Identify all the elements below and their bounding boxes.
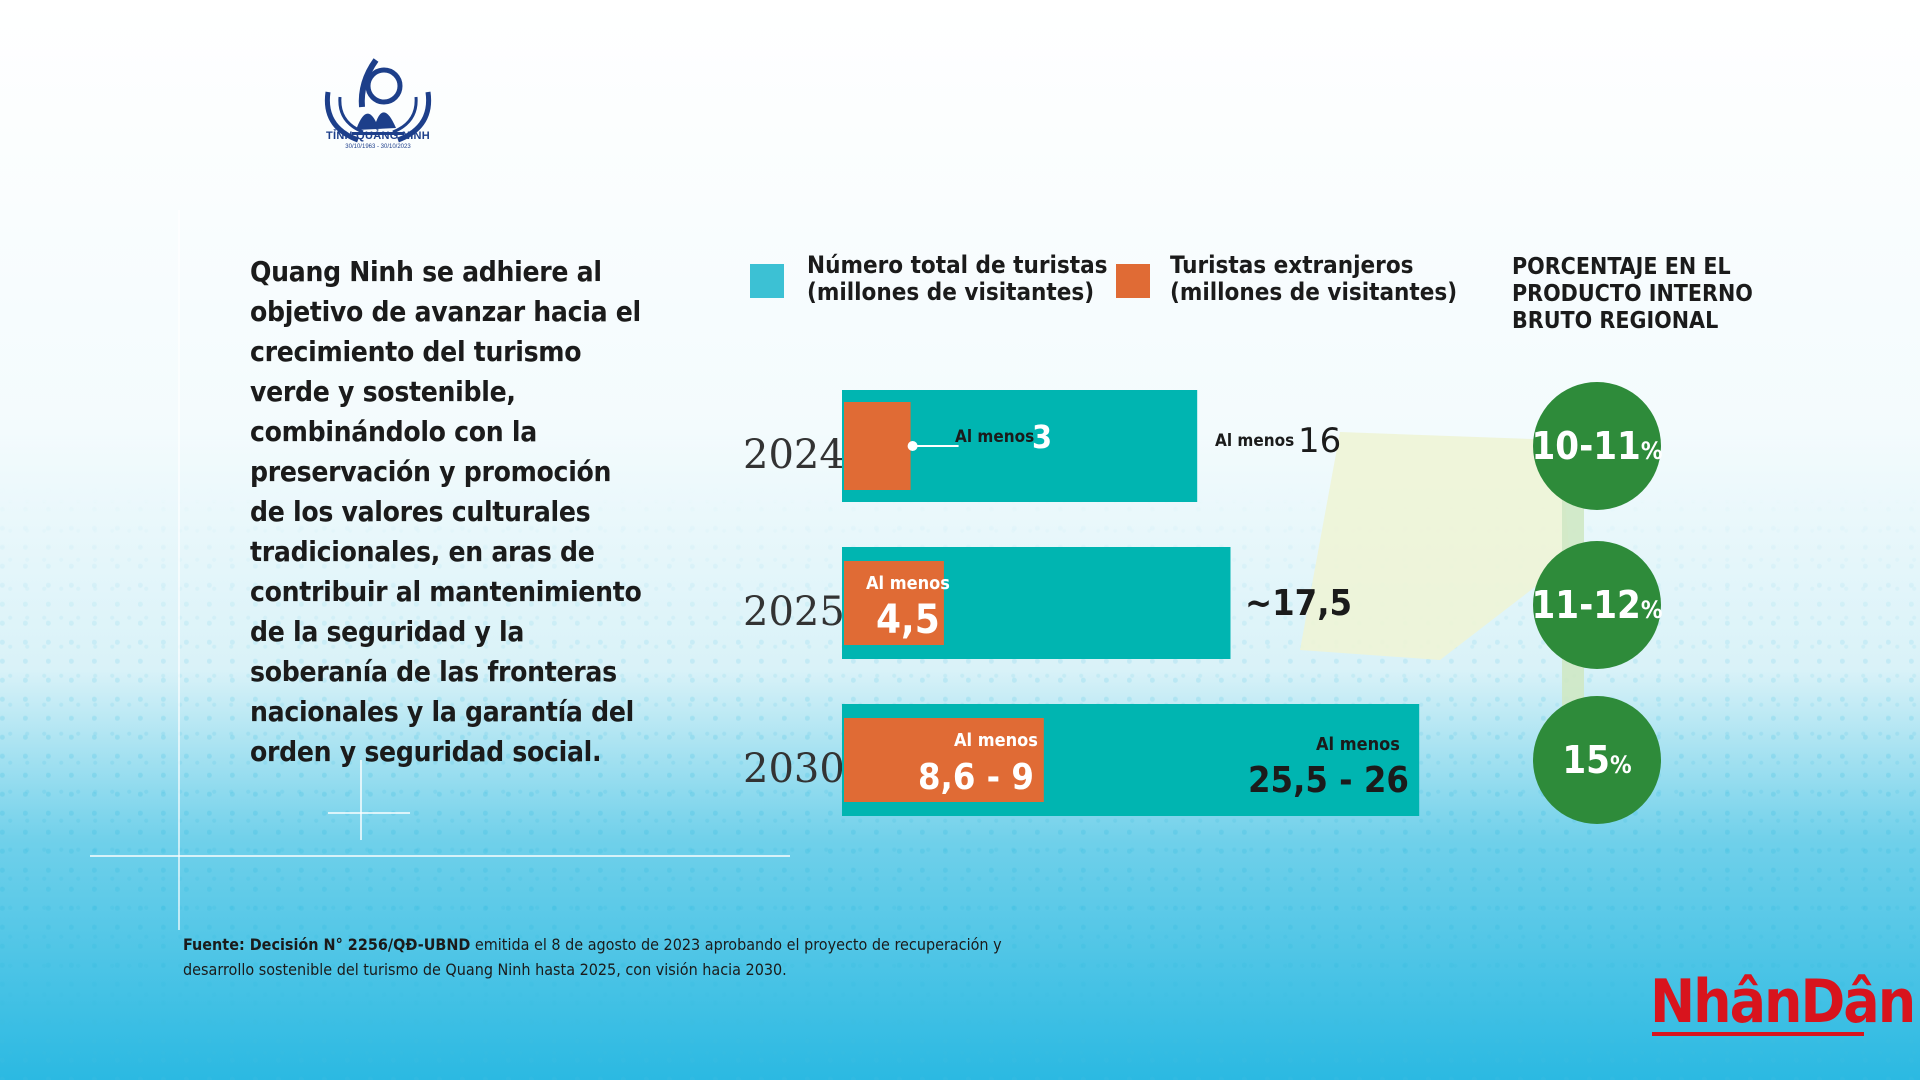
gdp-share-range: 11-12	[1532, 583, 1641, 627]
gdp-share-unit: %	[1641, 437, 1663, 465]
foreign-bar	[844, 718, 1044, 802]
intro-line: preservación y promoción	[250, 455, 612, 488]
gdp-share-title: PORCENTAJE EN EL PRODUCTO INTERNO BRUTO …	[1512, 254, 1753, 334]
gdp-share-value: 15%	[1562, 738, 1631, 782]
year-label: 2025	[743, 589, 845, 635]
source-line2: desarrollo sostenible del turismo de Qua…	[183, 960, 787, 979]
decorative-line	[90, 855, 790, 857]
gdp-share-value: 10-11%	[1532, 424, 1663, 468]
total-label-prefix: Al menos	[1316, 734, 1400, 755]
foreign-label-value: 4,5	[876, 597, 940, 643]
intro-line: nacionales y la garantía del	[250, 695, 634, 728]
legend-label-total: Número total de turistas (millones de vi…	[807, 251, 1108, 306]
gdp-share-value: 11-12%	[1532, 583, 1663, 627]
quang-ninh-60-years-logo	[324, 58, 432, 143]
source-note: Fuente: Decisión N° 2256/QĐ-UBND emitida…	[183, 932, 1083, 982]
intro-line: orden y seguridad social.	[250, 735, 602, 768]
legend-label-foreign: Turistas extranjeros (millones de visita…	[1170, 251, 1458, 306]
gdp-share-range: 15	[1562, 738, 1610, 782]
intro-line: soberanía de las fronteras	[250, 655, 617, 688]
gdp-share-range: 10-11	[1532, 424, 1641, 468]
total-label-value: ~17,5	[1245, 583, 1352, 624]
intro-line: verde y sostenible,	[250, 375, 516, 408]
year-label: 2030	[743, 746, 845, 792]
year-label: 2024	[743, 432, 845, 478]
decorative-line	[178, 210, 180, 930]
source-line1: emitida el 8 de agosto de 2023 aprobando…	[470, 935, 1002, 954]
intro-line: contribuir al mantenimiento	[250, 575, 642, 608]
total-label-prefix: Al menos	[1215, 431, 1294, 451]
gdp-share-unit: %	[1641, 596, 1663, 624]
gdp-share-circle	[1533, 382, 1661, 510]
intro-line: de la seguridad y la	[250, 615, 525, 648]
source-bold: Fuente: Decisión N° 2256/QĐ-UBND	[183, 935, 471, 954]
intro-paragraph: Quang Ninh se adhiere al objetivo de avan…	[250, 252, 642, 772]
gdp-arrow-band	[1300, 432, 1570, 660]
total-label-value: 25,5 - 26	[1248, 760, 1409, 801]
gdp-share-circle	[1533, 696, 1661, 824]
logo-caption: TỈNH QUẢNG NINH	[325, 130, 431, 142]
intro-line: Quang Ninh se adhiere al	[250, 255, 602, 288]
decorative-line	[360, 760, 362, 840]
foreign-label-value: 3	[1032, 418, 1052, 456]
gdp-share-unit: %	[1610, 751, 1632, 779]
decorative-line	[328, 812, 410, 814]
logo-dates: 30/10/1963 - 30/10/2023	[345, 144, 411, 150]
foreign-label-prefix: Al menos	[955, 427, 1034, 447]
legend-swatch-total	[750, 264, 784, 298]
intro-line: crecimiento del turismo	[250, 335, 582, 368]
foreign-label-prefix: Al menos	[866, 573, 950, 594]
intro-line: objetivo de avanzar hacia el	[250, 295, 641, 328]
intro-line: tradicionales, en aras de	[250, 535, 595, 568]
intro-line: combinándolo con la	[250, 415, 537, 448]
nhandan-logo: NhânDân	[1650, 967, 1916, 1037]
legend-swatch-foreign	[1116, 264, 1150, 298]
intro-line: de los valores culturales	[250, 495, 591, 528]
gdp-share-circle	[1533, 541, 1661, 669]
foreign-label-prefix: Al menos	[954, 730, 1038, 751]
nhandan-logo-underline	[1652, 1032, 1864, 1036]
foreign-label-value: 8,6 - 9	[918, 757, 1034, 798]
foreign-bar	[844, 402, 911, 490]
total-label-value: 16	[1298, 421, 1341, 461]
foreign-bar	[844, 561, 944, 645]
